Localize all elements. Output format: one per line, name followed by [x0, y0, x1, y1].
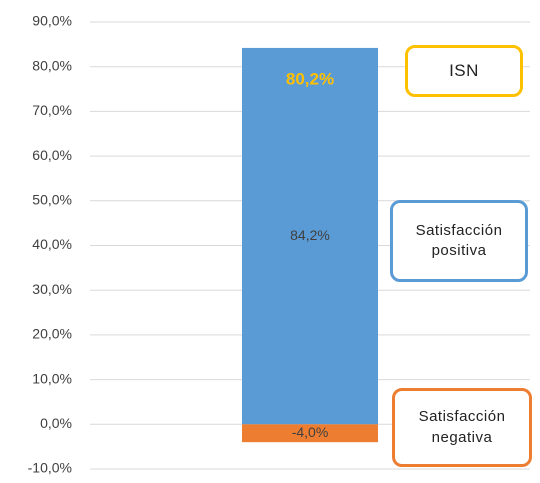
y-tick-label: 10,0% — [32, 370, 72, 386]
bar-segment — [242, 424, 378, 443]
legend-label: Satisfacción negativa — [418, 408, 506, 446]
y-tick-label: 20,0% — [32, 326, 72, 342]
y-tick-label: 50,0% — [32, 192, 72, 208]
y-tick-label: 90,0% — [32, 13, 72, 29]
legend-box: Satisfacción negativa — [392, 388, 532, 467]
data-label: -4,0% — [292, 424, 329, 440]
y-tick-label: 60,0% — [32, 147, 72, 163]
y-tick-label: 0,0% — [40, 415, 72, 431]
y-tick-label: 70,0% — [32, 102, 72, 118]
y-tick-label: 80,0% — [32, 57, 72, 73]
data-label: 84,2% — [290, 227, 330, 243]
y-tick-label: 30,0% — [32, 281, 72, 297]
legend-label: Satisfacción positiva — [415, 221, 503, 259]
bar-segment — [242, 47, 378, 425]
y-tick-label: 40,0% — [32, 236, 72, 252]
isn-box: ISN — [405, 45, 523, 97]
legend-box: Satisfacción positiva — [390, 200, 528, 282]
net-label: 80,2% — [286, 69, 334, 88]
isn-label: ISN — [449, 60, 479, 80]
y-tick-label: -10,0% — [28, 460, 72, 476]
